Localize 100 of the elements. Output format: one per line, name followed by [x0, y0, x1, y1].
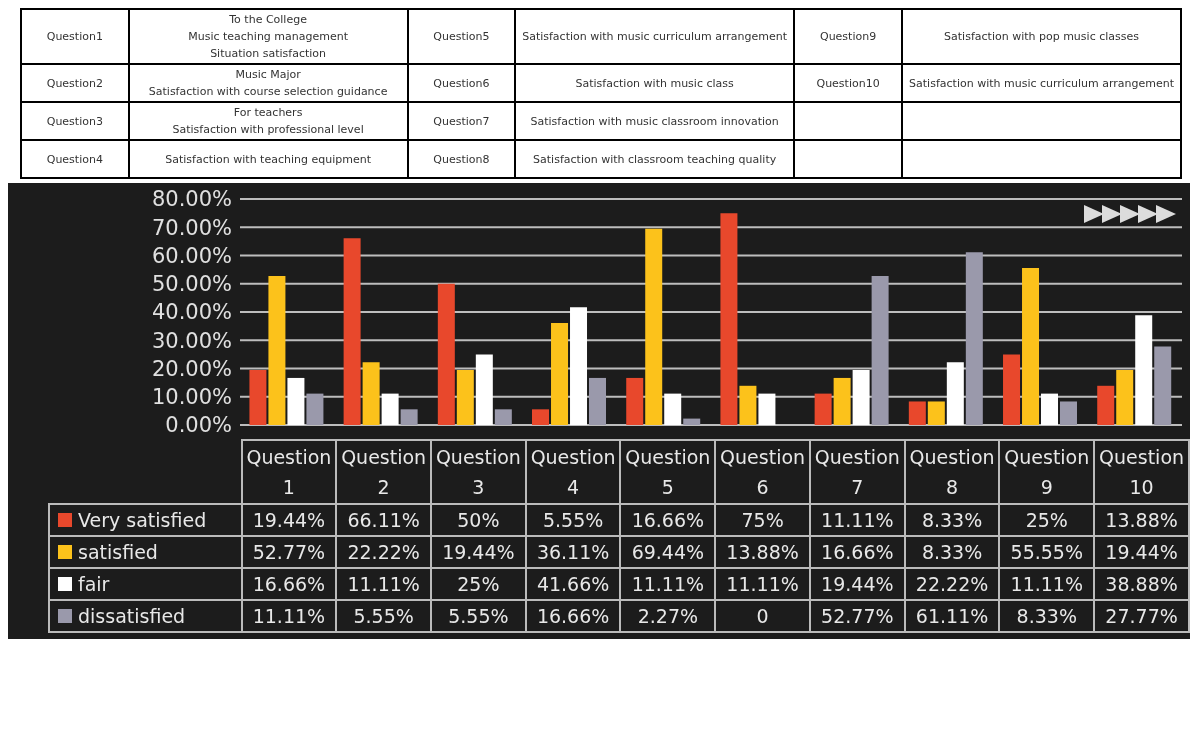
- data-label: 69.44%: [620, 536, 716, 568]
- x-tick-label: Question5: [620, 440, 716, 504]
- data-label: 38.88%: [1094, 568, 1189, 600]
- legend-label: fair: [49, 568, 242, 600]
- bar: [814, 393, 832, 425]
- bar: [362, 362, 380, 425]
- text: Question3: [21, 102, 129, 140]
- bar: [287, 377, 305, 425]
- data-label: 5.55%: [336, 600, 432, 632]
- y-tick-label: 10.00%: [151, 385, 232, 410]
- data-label: 5.55%: [431, 600, 526, 632]
- text: Question2: [21, 64, 129, 102]
- bar: [833, 377, 851, 425]
- text: Satisfaction with music class: [515, 64, 795, 102]
- bar: [494, 409, 512, 425]
- bar: [551, 322, 569, 425]
- legend-label: satisfied: [49, 536, 242, 568]
- data-label: 16.66%: [809, 536, 905, 568]
- bar: [381, 393, 399, 425]
- text: Question4: [21, 140, 129, 178]
- data-label: 16.66%: [241, 568, 337, 600]
- y-tick-label: 0.00%: [165, 413, 232, 438]
- y-tick-label: 20.00%: [151, 356, 232, 381]
- data-label: 25%: [431, 568, 526, 600]
- bar: [1022, 268, 1040, 425]
- bar: [946, 362, 964, 425]
- bar: [871, 275, 889, 425]
- bar: [456, 370, 474, 425]
- bar: [249, 370, 267, 425]
- data-label: 55.55%: [999, 536, 1095, 568]
- text: Satisfaction with pop music classes: [902, 9, 1181, 64]
- bar: [532, 409, 550, 425]
- data-label: 75%: [715, 504, 810, 536]
- text: Question1: [21, 9, 129, 64]
- bar: [908, 401, 926, 425]
- x-tick-label: Question4: [525, 440, 621, 504]
- text: Satisfaction with music curriculum arrangement: [515, 9, 795, 64]
- bar: [343, 238, 361, 425]
- data-label: 22.22%: [904, 568, 1000, 600]
- data-label: 11.11%: [241, 600, 337, 632]
- data-label: 22.22%: [336, 536, 432, 568]
- data-label: 11.11%: [715, 568, 810, 600]
- data-label: 16.66%: [620, 504, 716, 536]
- bar: [852, 370, 870, 425]
- data-label: 11.11%: [809, 504, 905, 536]
- bar: [1041, 393, 1059, 425]
- bar: [589, 377, 607, 425]
- data-label: 16.66%: [525, 600, 621, 632]
- bar: [1003, 354, 1021, 425]
- data-label: 19.44%: [241, 504, 337, 536]
- data-label: 11.11%: [999, 568, 1095, 600]
- data-label: 11.11%: [336, 568, 432, 600]
- bar: [758, 393, 776, 425]
- text: Music Major Satisfaction with course selection guidance: [128, 64, 408, 102]
- legend-label: Very satisfied: [49, 504, 242, 536]
- data-label: 8.33%: [904, 504, 1000, 536]
- bar: [1135, 315, 1153, 425]
- data-label: 13.88%: [1094, 504, 1189, 536]
- bar: [400, 409, 418, 425]
- x-tick-label: Question10: [1094, 440, 1189, 504]
- x-tick-label: Question3: [431, 440, 526, 504]
- data-label: 8.33%: [999, 600, 1095, 632]
- x-tick-label: Question8: [904, 440, 1000, 504]
- text: Satisfaction with classroom teaching quality: [515, 140, 795, 178]
- bar: [739, 385, 757, 425]
- bar: [268, 275, 286, 425]
- data-label: 19.44%: [431, 536, 526, 568]
- x-tick-label: Question6: [715, 440, 810, 504]
- bar: [1060, 401, 1078, 425]
- bar: [1154, 346, 1172, 425]
- data-label: 2.27%: [620, 600, 716, 632]
- x-tick-label: Question9: [999, 440, 1095, 504]
- data-label: 19.44%: [1094, 536, 1189, 568]
- data-label: 25%: [999, 504, 1095, 536]
- text: Satisfaction with music classroom innovation: [515, 102, 795, 140]
- data-label: 66.11%: [336, 504, 432, 536]
- bar: [570, 307, 588, 425]
- bar: [720, 213, 738, 425]
- x-tick-label: Question2: [336, 440, 432, 504]
- data-label: 36.11%: [525, 536, 621, 568]
- bar: [437, 283, 455, 425]
- text: Satisfaction with music curriculum arrangement: [902, 64, 1181, 102]
- data-label: 27.77%: [1094, 600, 1189, 632]
- data-label: 0: [715, 600, 810, 632]
- bar: [683, 418, 701, 425]
- text: Satisfaction with teaching equipment: [128, 140, 408, 178]
- text: Question6: [407, 64, 516, 102]
- data-label: 61.11%: [904, 600, 1000, 632]
- data-label: 11.11%: [620, 568, 716, 600]
- data-label: 5.55%: [525, 504, 621, 536]
- bar: [1097, 385, 1115, 425]
- bar: [1116, 370, 1134, 425]
- y-tick-label: 30.00%: [151, 328, 232, 353]
- bar: [664, 393, 682, 425]
- text: Question7: [407, 102, 516, 140]
- data-label: 52.77%: [809, 600, 905, 632]
- bar: [645, 228, 663, 425]
- text: Question9: [794, 9, 903, 64]
- data-label: 41.66%: [525, 568, 621, 600]
- text: To the College Music teaching management Situation satisfaction: [128, 9, 408, 64]
